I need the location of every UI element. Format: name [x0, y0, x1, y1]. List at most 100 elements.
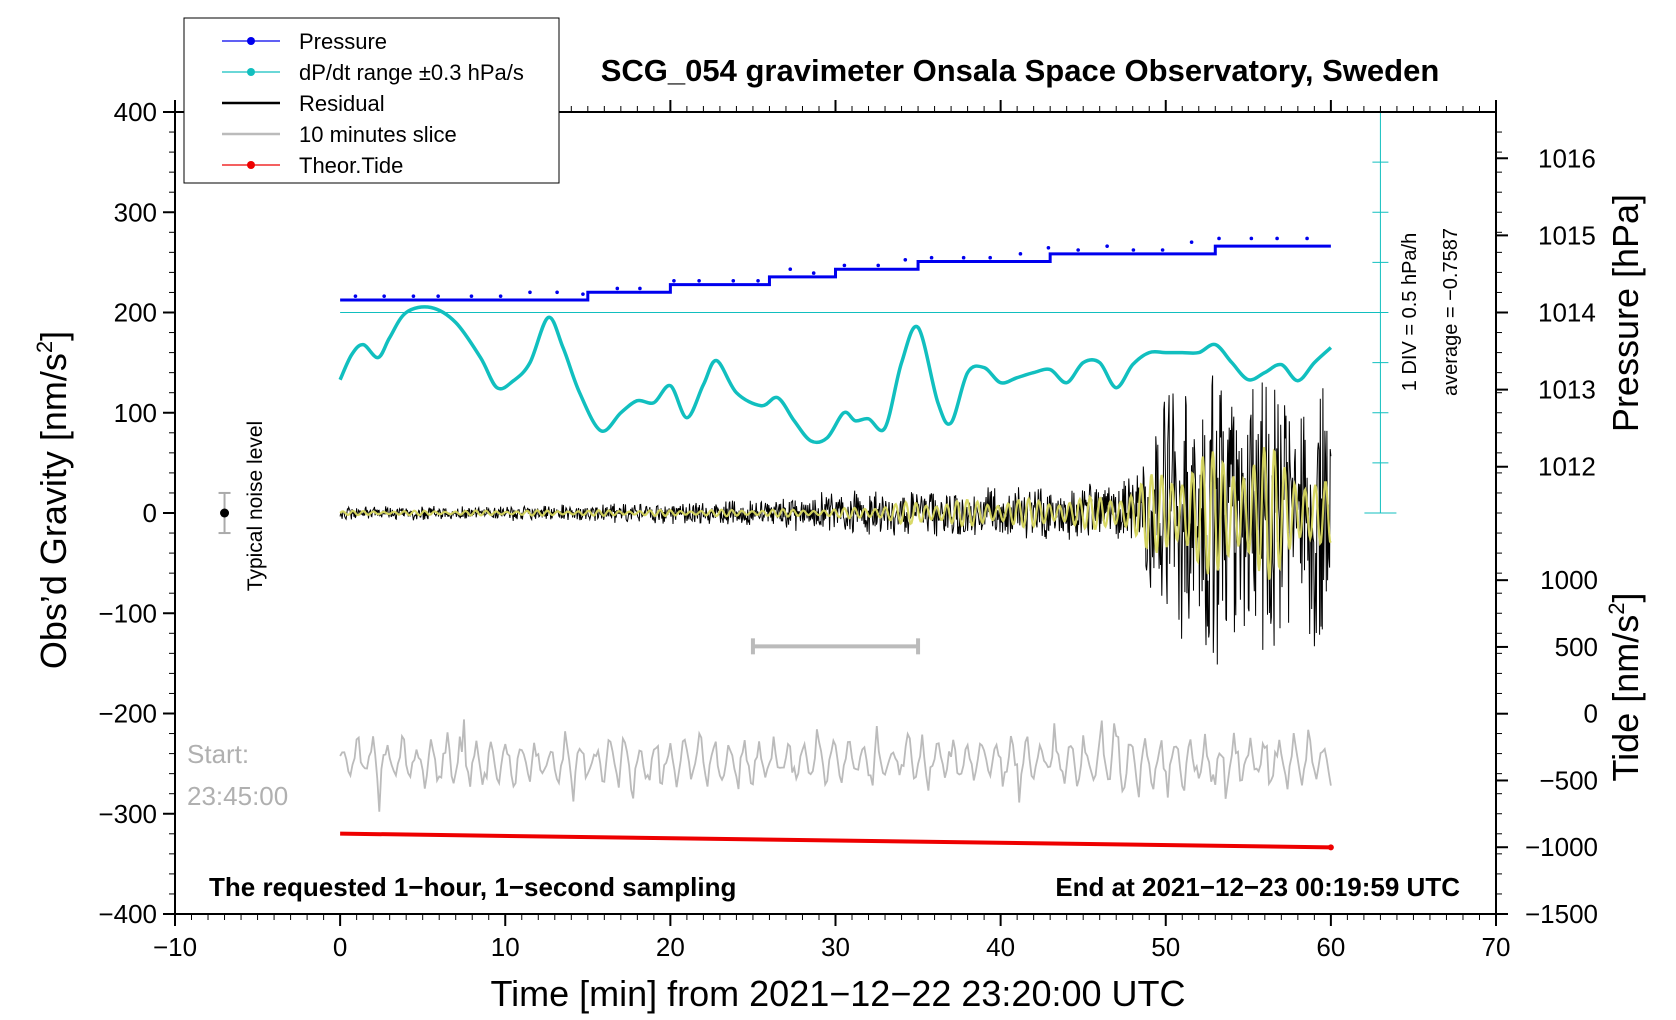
y-tick-label: 100	[114, 398, 157, 428]
legend-swatch-dot	[247, 37, 255, 45]
pressure-point	[903, 257, 908, 262]
chart-title: SCG_054 gravimeter Onsala Space Observat…	[601, 53, 1440, 88]
pressure-tick-label: 1013	[1538, 375, 1596, 405]
pressure-point	[672, 278, 676, 283]
tide-axis-label-sup: 2	[1604, 603, 1629, 615]
pressure-point	[615, 286, 620, 291]
pressure-tick-label: 1015	[1538, 220, 1596, 250]
tide-tick-label: 500	[1555, 632, 1598, 662]
legend-box	[183, 17, 560, 184]
dpdt-line	[338, 305, 1333, 445]
pressure-tick-label: 1016	[1538, 143, 1596, 173]
pressure-point	[1046, 245, 1051, 250]
y-tick-label: −200	[98, 699, 157, 729]
pressure-point	[1217, 236, 1221, 241]
y-tick-label: 300	[114, 197, 157, 227]
pressure-point	[756, 278, 760, 283]
pressure-point	[1305, 236, 1309, 241]
tide-axis-label-end: ]	[1605, 593, 1646, 603]
x-tick-label: 30	[821, 932, 850, 962]
legend-swatch-dot	[247, 161, 255, 169]
legend-label: 10 minutes slice	[299, 122, 457, 147]
x-axis-label: Time [min] from 2021−12−22 23:20:00 UTC	[490, 973, 1185, 1014]
x-tick-label: 40	[986, 932, 1015, 962]
x-tick-label: 10	[491, 932, 520, 962]
noise-level-label: Typical noise level	[244, 421, 267, 591]
x-tick-label: −10	[153, 932, 197, 962]
pressure-point	[1249, 236, 1254, 241]
pressure-point	[1018, 252, 1023, 256]
x-tick-label: 0	[333, 932, 347, 962]
x-tick-label: 70	[1482, 932, 1511, 962]
pressure-point	[731, 278, 736, 283]
noise-point	[220, 508, 230, 518]
pressure-point	[555, 290, 559, 295]
pressure-point	[1105, 244, 1109, 248]
dpdt-division-label: 1 DIV = 0.5 hPa/h	[1399, 233, 1421, 391]
slice-line	[339, 719, 1332, 812]
y-tick-label: −400	[98, 899, 157, 929]
tide-tick-label: −1000	[1525, 832, 1598, 862]
pressure-point	[961, 255, 966, 260]
tide-tick-label: −1500	[1525, 899, 1598, 929]
pressure-point	[411, 294, 416, 298]
pressure-point	[1189, 240, 1194, 244]
pressure-point	[581, 292, 585, 296]
pressure-point	[811, 271, 816, 275]
pressure-point	[1131, 248, 1136, 252]
legend-entries: Pressure dP/dt range ±0.3 hPa/s Residual 10…	[222, 29, 524, 178]
pressure-point	[788, 267, 793, 272]
pressure-point	[1160, 248, 1165, 252]
pressure-point	[353, 294, 358, 298]
pressure-point	[842, 263, 847, 268]
legend-label: Theor.Tide	[299, 153, 403, 178]
pressure-point	[1275, 236, 1279, 241]
y-tick-label: 400	[114, 97, 157, 127]
pressure-point	[1076, 248, 1080, 252]
pressure-point	[876, 263, 881, 268]
series-layer	[218, 111, 1397, 851]
pressure-point	[929, 255, 934, 260]
tide-end-point	[1327, 844, 1334, 851]
pressure-point	[436, 294, 440, 298]
pressure-point	[697, 278, 701, 283]
tide-tick-label: 0	[1584, 699, 1598, 729]
y-axis-label-main: Obs’d Gravity [nm/s	[33, 353, 74, 669]
pressure-point	[988, 255, 992, 260]
legend-label: Residual	[299, 91, 385, 116]
y-tick-label: 200	[114, 298, 157, 328]
y-axis-label: Obs’d Gravity [nm/s2]	[32, 331, 74, 669]
pressure-point	[498, 294, 503, 298]
x-tick-label: 60	[1316, 932, 1345, 962]
pressure-axis-label: Pressure [hPa]	[1605, 194, 1646, 432]
pressure-tick-label: 1012	[1538, 452, 1596, 482]
start-time-label: 23:45:00	[187, 781, 288, 811]
x-tick-label: 20	[656, 932, 685, 962]
residual-line	[339, 375, 1332, 665]
tide-tick-label: 1000	[1540, 565, 1598, 595]
pressure-point	[469, 294, 474, 298]
dpdt-average-label: average = −0.7587	[1440, 228, 1462, 396]
pressure-tick-label: 1014	[1538, 298, 1596, 328]
y-tick-label: −100	[98, 598, 157, 628]
legend-label: Pressure	[299, 29, 387, 54]
end-time-note: End at 2021−12−23 00:19:59 UTC	[1055, 872, 1460, 902]
legend-swatch-dot	[247, 68, 255, 76]
y-axis-label-sup: 2	[32, 341, 57, 353]
legend: Pressure dP/dt range ±0.3 hPa/s Residual 10…	[183, 17, 560, 184]
tide-axis-label: Tide [nm/s2]	[1604, 593, 1646, 782]
tide-line	[340, 831, 1331, 850]
y-tick-label: −300	[98, 799, 157, 829]
y-axis-label-end: ]	[33, 331, 74, 341]
pressure-point	[638, 286, 642, 291]
pressure-point	[528, 290, 532, 295]
start-label: Start:	[187, 739, 249, 769]
filtered-residual-line	[339, 447, 1332, 580]
pressure-point	[382, 294, 386, 298]
legend-label: dP/dt range ±0.3 hPa/s	[299, 60, 524, 85]
sampling-note: The requested 1−hour, 1−second sampling	[209, 872, 736, 902]
pressure-line	[340, 244, 1331, 302]
x-tick-label: 50	[1151, 932, 1180, 962]
tide-axis-label-main: Tide [nm/s	[1605, 615, 1646, 782]
